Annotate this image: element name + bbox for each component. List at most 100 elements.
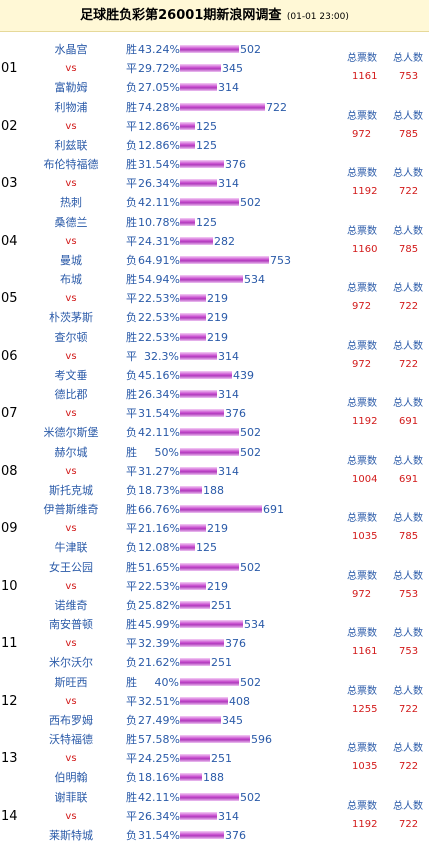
match-number: 13 — [1, 751, 18, 766]
home-team[interactable]: 桑德兰 — [54, 215, 88, 229]
draw-label: 平 — [126, 177, 137, 190]
total-people-label: 总人数 — [393, 225, 423, 237]
home-team[interactable]: 谢菲联 — [54, 790, 88, 804]
draw-label: 平 — [126, 637, 137, 650]
win-label: 胜 — [126, 43, 137, 56]
lose-vote-bar — [180, 658, 210, 666]
home-team[interactable]: 布城 — [60, 273, 82, 286]
away-team[interactable]: 斯托克城 — [49, 483, 93, 497]
vs-label: vs — [65, 293, 77, 304]
match-number: 10 — [1, 578, 18, 594]
match-row: 10 女王公园 vs 诺维奇 胜51.65% 502 平22.53% 219 负25.82% 25… — [0, 558, 429, 616]
win-vote-count: 376 — [225, 158, 246, 171]
draw-label: 平 — [126, 292, 137, 305]
draw-label: 平 — [126, 234, 137, 248]
match-row: 06 查尔顿 vs 考文垂 胜22.53% 219 平 32.3% 314 负45.16% 439 总… — [0, 328, 429, 386]
lose-vote-bar — [180, 773, 202, 781]
win-percent: 74.28% — [138, 100, 180, 114]
lose-label: 负 — [126, 196, 137, 209]
home-team[interactable]: 布伦特福德 — [43, 158, 99, 171]
draw-vote-count: 408 — [229, 694, 250, 708]
lose-vote-bar — [180, 83, 217, 91]
total-votes-value: 1161 — [352, 71, 378, 82]
win-percent: 50% — [154, 445, 179, 459]
lose-percent: 42.11% — [138, 196, 180, 209]
draw-vote-count: 219 — [207, 292, 228, 305]
away-team[interactable]: 热刺 — [60, 196, 82, 209]
match-number: 08 — [1, 463, 18, 479]
vs-label: vs — [65, 350, 77, 362]
lose-odds-row: 负22.53% 219 — [126, 308, 228, 327]
home-team[interactable]: 女王公园 — [49, 560, 93, 574]
draw-vote-bar — [180, 466, 217, 475]
away-team[interactable]: 西布罗姆 — [49, 713, 93, 727]
away-team[interactable]: 莱斯特城 — [49, 828, 93, 842]
vs-label: vs — [65, 638, 77, 649]
win-percent: 66.76% — [138, 503, 180, 516]
total-votes-value: 1192 — [352, 818, 378, 830]
draw-odds-row: 平21.16% 219 — [126, 519, 228, 538]
away-team[interactable]: 米德尔斯堡 — [43, 426, 99, 439]
away-team[interactable]: 富勒姆 — [54, 81, 88, 94]
win-vote-count: 534 — [244, 618, 265, 631]
match-number: 06 — [1, 348, 18, 364]
total-people-value: 722 — [399, 761, 419, 772]
home-team[interactable]: 南安普顿 — [49, 618, 93, 631]
draw-vote-count: 376 — [225, 407, 246, 420]
draw-label: 平 — [126, 407, 137, 420]
away-team[interactable]: 曼城 — [60, 253, 82, 267]
win-percent: 45.99% — [138, 618, 180, 631]
win-vote-count: 722 — [266, 100, 287, 114]
match-number: 11 — [1, 636, 18, 651]
home-team[interactable]: 赫尔城 — [54, 445, 88, 459]
total-votes-value: 1035 — [352, 531, 378, 542]
away-team[interactable]: 米尔沃尔 — [49, 656, 93, 669]
lose-vote-count: 188 — [203, 483, 224, 497]
away-team[interactable]: 朴茨茅斯 — [49, 311, 93, 324]
home-team[interactable]: 德比郡 — [54, 388, 88, 401]
home-team[interactable]: 水晶宫 — [54, 43, 88, 56]
lose-vote-bar — [180, 428, 239, 436]
home-team[interactable]: 斯旺西 — [54, 675, 88, 689]
draw-vote-bar — [180, 121, 195, 130]
total-votes-label: 总票数 — [347, 685, 377, 697]
away-team[interactable]: 伯明翰 — [54, 771, 88, 784]
away-team[interactable]: 利兹联 — [54, 138, 88, 152]
draw-label: 平 — [126, 119, 137, 133]
lose-vote-count: 125 — [196, 138, 217, 152]
draw-vote-bar — [180, 581, 206, 590]
away-team[interactable]: 诺维奇 — [54, 598, 88, 612]
lose-label: 负 — [126, 656, 137, 669]
vs-label: vs — [65, 810, 77, 822]
total-people-value: 785 — [399, 531, 419, 542]
win-vote-count: 596 — [251, 733, 272, 746]
home-team[interactable]: 伊普斯维奇 — [43, 503, 99, 516]
lose-label: 负 — [126, 368, 137, 382]
home-team[interactable]: 沃特福德 — [49, 733, 93, 746]
win-odds-row: 胜42.11% 502 — [126, 788, 261, 807]
lose-vote-count: 502 — [240, 426, 261, 439]
draw-percent: 21.16% — [138, 522, 180, 535]
lose-vote-count: 219 — [207, 311, 228, 324]
lose-vote-count: 251 — [211, 656, 232, 669]
lose-vote-count: 502 — [240, 196, 261, 209]
draw-percent: 32.51% — [138, 694, 180, 708]
win-vote-bar — [180, 275, 243, 283]
away-team[interactable]: 牛津联 — [54, 541, 88, 554]
total-votes-label: 总票数 — [347, 570, 377, 582]
total-votes-label: 总票数 — [347, 800, 377, 812]
match-row: 11 南安普顿 vs 米尔沃尔 胜45.99% 534 平32.39% 376 负21.62% 2… — [0, 615, 429, 673]
draw-odds-row: 平29.72% 345 — [126, 59, 243, 78]
lose-vote-bar — [180, 313, 206, 321]
away-team[interactable]: 考文垂 — [54, 368, 88, 382]
draw-percent: 22.53% — [138, 579, 180, 593]
win-label: 胜 — [126, 330, 137, 344]
draw-label: 平 — [126, 579, 137, 593]
lose-odds-row: 负31.54% 376 — [126, 826, 246, 845]
draw-odds-row: 平26.34% 314 — [126, 807, 239, 826]
total-people-value: 722 — [399, 703, 419, 715]
lose-percent: 45.16% — [138, 368, 180, 382]
home-team[interactable]: 利物浦 — [54, 100, 88, 114]
home-team[interactable]: 查尔顿 — [54, 330, 88, 344]
draw-vote-bar — [180, 754, 210, 762]
